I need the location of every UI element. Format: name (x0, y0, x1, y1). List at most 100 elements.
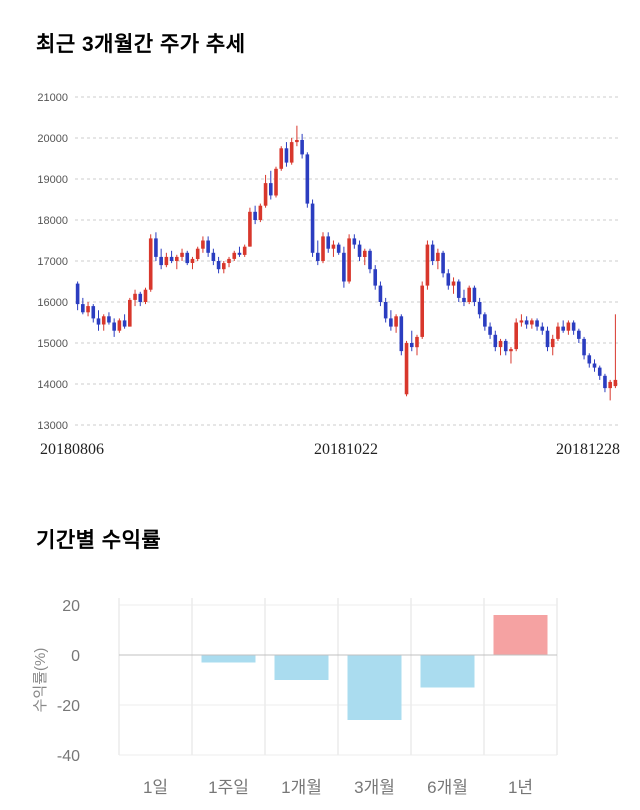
candle-up (227, 258, 231, 263)
candle-down (597, 367, 602, 376)
y-tick-label: 14000 (37, 379, 68, 391)
candle-down (81, 304, 85, 313)
candle-down (545, 330, 550, 348)
category-label: 3개월 (354, 778, 395, 797)
candle-up (263, 183, 268, 206)
candle-down (592, 363, 597, 368)
candle-down (488, 326, 492, 335)
candle-down (237, 252, 242, 255)
candle-up (514, 322, 518, 350)
return-bar (493, 615, 548, 655)
candle-down (577, 330, 581, 339)
candle-up (519, 320, 524, 323)
candle-down (75, 283, 80, 305)
candle-down (159, 256, 163, 266)
candle-up (530, 320, 534, 325)
candle-down (91, 306, 96, 319)
candle-up (295, 140, 299, 143)
candle-down (399, 316, 404, 352)
candle-down (571, 322, 576, 331)
candle-up (148, 238, 153, 290)
period-returns-title: 기간별 수익률 (36, 529, 162, 552)
y-tick-label: 20000 (37, 133, 68, 145)
y-tick-label: 17000 (37, 256, 68, 268)
candle-down (326, 236, 331, 249)
y-tick-label: 13000 (37, 420, 68, 432)
candle-up (613, 379, 618, 387)
candle-down (122, 320, 127, 327)
price-trend-title: 최근 3개월간 주가 추세 (36, 33, 246, 56)
candle-up (279, 148, 284, 169)
candle-up (394, 316, 398, 327)
candle-down (582, 338, 586, 356)
candle-down (315, 252, 320, 261)
candle-down (561, 326, 565, 331)
candle-down (253, 211, 257, 220)
candle-up (164, 256, 169, 266)
date-label: 20180806 (40, 441, 104, 458)
candle-up (190, 258, 195, 263)
return-bar (420, 655, 475, 688)
candle-up (404, 343, 409, 395)
category-label: 1일 (143, 778, 168, 797)
candle-up (498, 340, 503, 348)
candle-down (138, 293, 143, 302)
y-tick-label: 15000 (37, 338, 68, 350)
candle-down (284, 148, 289, 163)
candle-up (201, 240, 205, 249)
candle-down (342, 252, 346, 282)
y-tick-label: -40 (57, 748, 80, 765)
candle-up (608, 381, 612, 389)
candle-up (180, 252, 184, 257)
y-tick-label: 19000 (37, 174, 68, 186)
y-axis-label: 수익률(%) (32, 648, 49, 713)
candle-down (524, 320, 529, 325)
candle-up (289, 142, 294, 163)
category-label: 1주일 (208, 778, 249, 797)
candle-down (540, 326, 545, 331)
return-bar (274, 655, 329, 680)
candle-up (451, 281, 456, 286)
returns-bar-chart: 20 0 -20 -40 1일 1주일 1개월 3개월 6개월 1년 수익률(%) (32, 598, 558, 797)
candle-up (143, 289, 148, 302)
candle-down (310, 203, 315, 253)
candle-up (321, 236, 325, 261)
candle-up (509, 349, 513, 352)
category-label: 6개월 (427, 778, 468, 797)
candle-down (378, 285, 383, 302)
candle-up (117, 320, 122, 331)
candle-down (112, 322, 116, 331)
candle-down (169, 256, 174, 261)
candle-up (420, 285, 425, 337)
candle-down (493, 334, 498, 348)
candle-up (347, 238, 351, 282)
candle-down (368, 250, 372, 270)
candle-down (185, 252, 190, 264)
candle-up (467, 287, 471, 302)
y-tick-label: 0 (71, 648, 80, 665)
candle-down (107, 316, 111, 323)
candle-up (101, 316, 106, 325)
candle-down (305, 154, 310, 204)
candle-up (232, 252, 237, 259)
candle-up (415, 336, 419, 348)
candlestick-chart: 21000 20000 19000 18000 17000 16000 15000 14000… (37, 92, 620, 458)
candle-down (430, 244, 435, 261)
candle-down (441, 252, 445, 274)
return-bar (347, 655, 402, 720)
candle-down (603, 375, 607, 389)
candle-down (211, 252, 216, 261)
candle-down (477, 302, 482, 315)
candle-down (268, 183, 273, 196)
candle-down (409, 343, 414, 348)
candle-down (389, 318, 393, 327)
candle-down (535, 320, 539, 327)
candle-up (242, 246, 247, 255)
y-tick-label: 20 (62, 598, 80, 615)
y-tick-label: 16000 (37, 297, 68, 309)
candle-up (195, 248, 200, 259)
date-label: 20181228 (556, 441, 620, 458)
candle-down (446, 273, 451, 286)
candle-down (96, 318, 101, 325)
candle-up (222, 263, 226, 270)
